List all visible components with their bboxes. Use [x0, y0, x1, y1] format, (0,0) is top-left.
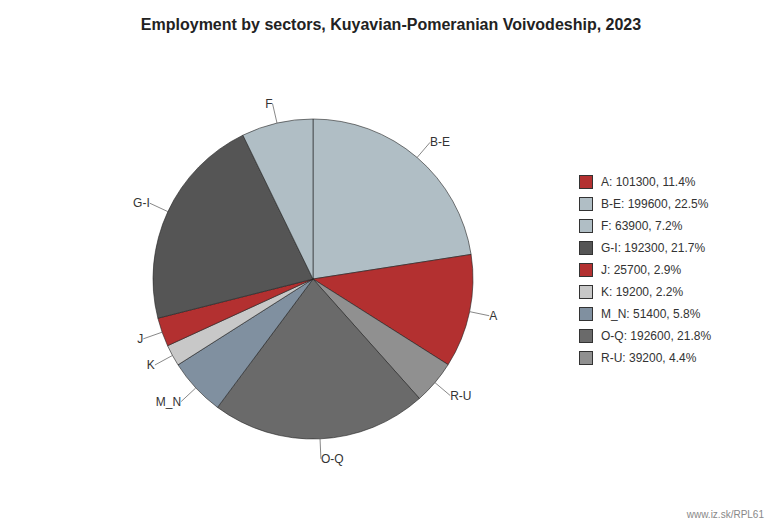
html-text:F: 63900, 7.2%: F: 63900, 7.2%	[601, 219, 683, 233]
html-text:G-I: 192300, 21.7%: G-I: 192300, 21.7%	[601, 241, 706, 255]
html-text:Employment by sectors, Kuyavia: Employment by sectors, Kuyavian-Pomerani…	[140, 16, 642, 33]
svg-text:O-Q: O-Q	[321, 452, 344, 466]
svg-text:J: J	[137, 332, 143, 346]
html-text:M_N: 51400, 5.8%: M_N: 51400, 5.8%	[601, 307, 701, 321]
html-text:www.iz.sk/RPL61: www.iz.sk/RPL61	[686, 509, 764, 520]
html-text:J: 25700, 2.9%: J: 25700, 2.9%	[601, 263, 682, 277]
svg-text:B-E: B-E	[430, 135, 450, 149]
html-text:B-E: 199600, 22.5%: B-E: 199600, 22.5%	[601, 197, 709, 211]
html-text:R-U: 39200, 4.4%: R-U: 39200, 4.4%	[601, 351, 697, 365]
html-text:O-Q: 192600, 21.8%: O-Q: 192600, 21.8%	[601, 329, 712, 343]
html-text:A: 101300, 11.4%: A: 101300, 11.4%	[601, 175, 696, 189]
svg-text:M_N: M_N	[156, 395, 181, 409]
html-text:K: 19200, 2.2%: K: 19200, 2.2%	[601, 285, 684, 299]
svg-text:G-I: G-I	[133, 196, 150, 210]
svg-text:R-U: R-U	[450, 389, 471, 403]
svg-text:F: F	[265, 97, 272, 111]
svg-text:A: A	[489, 309, 497, 323]
svg-text:K: K	[147, 358, 155, 372]
